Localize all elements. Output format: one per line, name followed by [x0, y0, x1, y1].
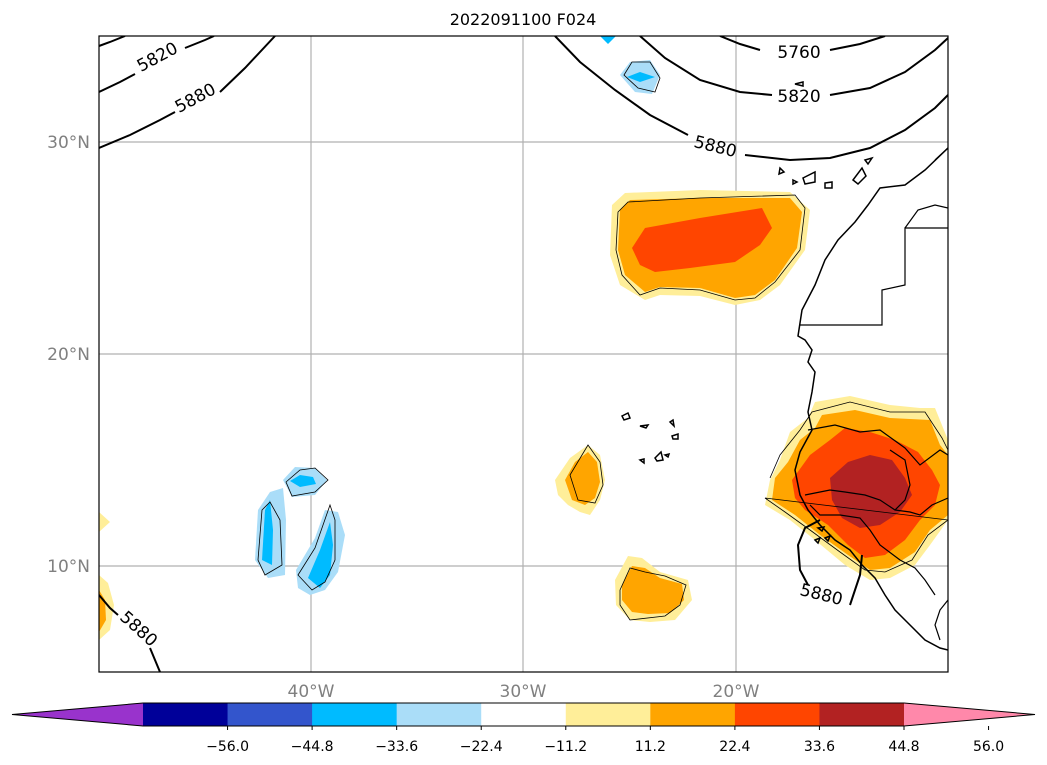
- colorbar-tick-label: −44.8: [291, 739, 334, 755]
- island-canary-5: [851, 166, 867, 186]
- hgt-contour-nw-corner: [99, 36, 126, 47]
- lat-label-30n: 30°N: [47, 133, 90, 153]
- colorbar-cell: [396, 703, 482, 726]
- lat-labels: 30°N 20°N 10°N: [47, 133, 90, 577]
- island-cv-1: [620, 411, 631, 421]
- border-guinea: [809, 504, 936, 596]
- colorbar-cell: [734, 703, 820, 726]
- height-contours: [99, 36, 948, 672]
- colorbar-extend-low: [12, 703, 143, 726]
- colorbar-tick-label: 11.2: [635, 739, 666, 755]
- cold-blob-top-blue: [290, 475, 316, 487]
- outline-south-blob: [619, 567, 687, 621]
- hgt-contour-5820-ne: [639, 36, 948, 96]
- colorbar-cell: [143, 703, 229, 726]
- colorbar-tick-label: −33.6: [375, 739, 418, 755]
- border-morocco: [904, 204, 948, 229]
- outline-cold-top: [285, 467, 329, 497]
- warm-blob-africa-dark: [830, 455, 912, 528]
- map-panel: 5820 5880 5760 5820 5880 5880 5880: [98, 35, 949, 673]
- colorbar-outline: [11, 702, 1036, 727]
- colorbar-tick-label: 22.4: [719, 739, 750, 755]
- hgt-contour-5880-africa: [796, 519, 863, 606]
- hgt-contour-5760-ne: [719, 36, 886, 51]
- colorbar-cell: [565, 703, 651, 726]
- warm-blob-south-orange: [622, 566, 684, 614]
- colorbar: −56.0 −44.8 −33.6 −22.4 −11.2 11.2 22.4 33.6 44.…: [11, 702, 1036, 755]
- warm-blob-north-red: [632, 208, 772, 272]
- colorbar-tick-label: −22.4: [460, 739, 503, 755]
- border-sahel-east: [807, 424, 948, 466]
- island-canary-2: [792, 178, 799, 186]
- cold-blob-west-blue: [262, 500, 273, 565]
- hgt-contour-5880-ne: [554, 36, 948, 162]
- colorbar-cell: [819, 703, 905, 726]
- colorbar-cells: [11, 702, 1036, 727]
- coastlines: [620, 81, 948, 651]
- coast-west-africa: [794, 147, 948, 651]
- border-inland-1: [889, 449, 911, 511]
- colorbar-cell: [227, 703, 313, 726]
- colorbar-extend-high: [904, 703, 1035, 726]
- colorbar-cell: [650, 703, 736, 726]
- warm-blob-mid-orange: [565, 452, 600, 505]
- colorbar-tick-label: 44.8: [888, 739, 919, 755]
- border-canary-coast: [934, 147, 948, 161]
- hgt-contour-5880-nw: [99, 36, 276, 149]
- lon-label-40w: 40°W: [288, 682, 335, 702]
- island-canary-1: [778, 166, 786, 176]
- island-cv-4: [671, 432, 679, 440]
- lon-label-30w: 30°W: [500, 682, 547, 702]
- lat-label-20n: 20°N: [47, 345, 90, 365]
- island-cv-6: [654, 450, 664, 462]
- lon-label-20w: 20°W: [713, 682, 760, 702]
- colorbar-cell: [312, 703, 398, 726]
- hgt-label-5760-ne: 5760: [777, 43, 820, 63]
- colorbar-tick-labels: −56.0 −44.8 −33.6 −22.4 −11.2 11.2 22.4 33.6 44.…: [206, 739, 1004, 755]
- island-cv-3: [668, 418, 676, 429]
- border-senegal-gambia: [804, 489, 948, 516]
- island-bijagos-1: [813, 536, 822, 545]
- island-canary-6: [863, 156, 874, 166]
- island-cv-5: [638, 458, 645, 465]
- island-canary-3: [802, 170, 816, 185]
- colorbar-tick-label: 33.6: [804, 739, 835, 755]
- island-cv-2: [639, 424, 650, 429]
- colorbar-tick-label: −56.0: [206, 739, 249, 755]
- cold-blob-north-tiny: [600, 36, 616, 44]
- island-bijagos-3: [816, 526, 826, 533]
- lon-labels: 40°W 30°W 20°W: [288, 682, 760, 702]
- colorbar-tick-label: −11.2: [544, 739, 587, 755]
- island-canary-4: [824, 181, 833, 189]
- warm-blob-west-small: [99, 512, 110, 532]
- anomaly-fill: [99, 36, 948, 640]
- outline-mid-blob: [569, 444, 604, 504]
- lat-label-10n: 10°N: [47, 557, 90, 577]
- outline-cold-north: [623, 61, 661, 93]
- island-bijagos-2: [823, 534, 832, 543]
- anomaly-outlines: [257, 61, 948, 621]
- cold-blob-east-blue: [308, 522, 333, 588]
- colorbar-ticks: [227, 726, 990, 730]
- colorbar-cell: [481, 703, 567, 726]
- colorbar-tick-label: 56.0: [973, 739, 1004, 755]
- island-cv-7: [663, 452, 671, 459]
- cold-blob-north-blue: [627, 72, 655, 82]
- outline-africa-blob: [764, 401, 948, 573]
- outline-north-blob: [615, 194, 806, 301]
- hgt-contour-5880-sw: [99, 594, 161, 672]
- outline-cold-west: [257, 501, 283, 576]
- island-madeira: [794, 81, 804, 87]
- hgt-contour-5820-nw: [99, 36, 215, 93]
- border-inland-2: [934, 599, 948, 641]
- gridlines: [99, 36, 948, 672]
- border-western-sahara-north: [800, 227, 948, 326]
- outline-cold-east: [297, 503, 336, 591]
- figure-title: 2022091100 F024: [450, 10, 597, 29]
- map-frame: [98, 35, 949, 673]
- hgt-label-5820-ne: 5820: [777, 87, 820, 107]
